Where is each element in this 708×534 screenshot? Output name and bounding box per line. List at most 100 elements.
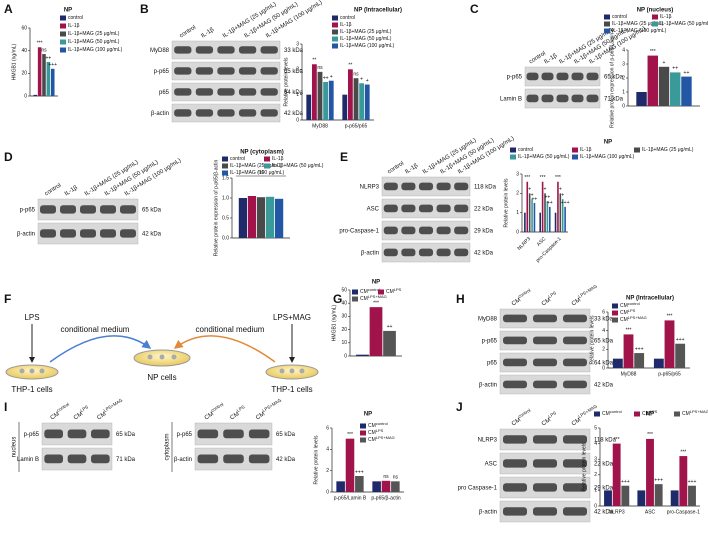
x-tick-label: ASC (536, 236, 548, 248)
legend-sup: LPS+MAG (368, 294, 387, 299)
significance: ++ (532, 196, 538, 202)
legend-name: CM (386, 289, 394, 295)
legend-label: CMLPS+MAG (360, 294, 387, 303)
panel-letter: D (4, 150, 13, 164)
bar (359, 83, 365, 120)
bar (323, 82, 329, 120)
blot-band (223, 429, 244, 439)
blot-band (238, 46, 257, 54)
protein-label: NLRP3 (360, 185, 380, 191)
lane-label: IL-1β (404, 162, 419, 175)
blot-band (503, 483, 527, 492)
blot-band (217, 88, 235, 96)
blot-band (67, 454, 87, 464)
y-axis-label: Relative protein expression of p-p65/β-a… (213, 160, 219, 257)
bar (646, 438, 654, 506)
y-tick-label: 10 (341, 340, 347, 346)
significance: +++ (48, 62, 57, 68)
kda-label: 29 kDa (474, 229, 494, 235)
y-tick-label: 1 (296, 92, 299, 98)
legend-name: IL-1β+MAG (25 μg/mL) (68, 31, 120, 37)
y-tick-label: 40 (341, 301, 347, 307)
bar (274, 198, 284, 238)
legend-label: CMLPS+MAG (368, 435, 395, 444)
blot-band (533, 435, 557, 444)
legend-label: IL-1β (272, 156, 284, 162)
legend-swatch (332, 15, 338, 21)
blot-band (563, 507, 587, 516)
bar (559, 193, 562, 232)
significance: *** (37, 41, 43, 47)
label-text: control (387, 160, 405, 175)
significance: + (330, 74, 333, 80)
legend-label: CMLPS (642, 409, 658, 418)
legend-name: control (518, 147, 533, 153)
protein-label: β-actin (479, 383, 497, 389)
bar (526, 181, 529, 232)
blot-band (556, 72, 569, 81)
legend-swatch (332, 29, 338, 35)
bar (647, 55, 658, 106)
y-tick-label: 1 (622, 89, 625, 95)
blot-band (238, 67, 257, 75)
blot-band (541, 94, 554, 103)
kda-label: 118 kDa (594, 438, 617, 444)
significance: + (561, 192, 564, 198)
protein-label: pro-Caspase-1 (339, 229, 379, 235)
significance: +++ (561, 200, 570, 206)
protein-label: p65 (159, 90, 170, 96)
legend-name: IL-1β+MAG (50 μg/mL) (340, 36, 392, 42)
legend-name: IL-1β+MAG (100 μg/mL) (230, 170, 285, 176)
legend-name: control (612, 14, 627, 20)
y-axis-label: Relative protein levels (581, 442, 587, 491)
chart-title: NP (604, 140, 612, 146)
lane-label: CMLPS+MAG (253, 397, 284, 421)
blot-band (238, 88, 257, 96)
blot-band (260, 109, 278, 117)
bar (311, 64, 317, 120)
blot-band (563, 380, 587, 389)
blot-band (526, 72, 539, 81)
legend-name: IL-1β+MAG (50 μg/mL) (68, 39, 120, 45)
stimulus: LPS+MAG (273, 313, 311, 322)
blot-band (563, 358, 587, 367)
legend-name: IL-1β (580, 147, 592, 153)
panel-letter: A (4, 2, 13, 16)
blot-band (174, 67, 192, 75)
label-sup: LPS (236, 404, 246, 413)
blot-band (195, 46, 214, 54)
significance: +++ (688, 479, 697, 485)
kda-label: 71 kDa (604, 97, 624, 103)
blot-band (260, 46, 278, 54)
legend-sup: LPS (628, 308, 636, 313)
significance: *** (626, 328, 632, 334)
blot-band (586, 94, 599, 103)
bar (548, 206, 551, 232)
y-tick-label: 0 (24, 93, 27, 99)
legend-swatch (60, 23, 66, 29)
legend-name: IL-1β (340, 22, 352, 28)
kda-label: 64 kDa (594, 361, 614, 367)
bar (383, 330, 396, 356)
y-tick-label: 1 (594, 488, 597, 494)
y-tick-label: 4 (594, 441, 597, 447)
protein-label: β-actin (151, 111, 169, 117)
y-tick-label: 3 (296, 41, 299, 47)
blot-band (40, 229, 56, 238)
bar (256, 197, 266, 238)
y-axis-label: Relative protein levels (313, 435, 319, 484)
significance: *** (347, 432, 353, 438)
arrow (49, 335, 152, 363)
bar (612, 443, 621, 506)
legend-name: control (68, 15, 83, 21)
blot-band (91, 454, 110, 464)
legend-name: CM (620, 303, 628, 309)
label-base: CM (541, 297, 552, 307)
y-tick-label: 0 (296, 117, 299, 123)
y-tick-label: 20 (21, 71, 27, 77)
blot-band (100, 205, 116, 214)
blot-band (533, 380, 557, 389)
lane-label: CMcontrol (48, 401, 72, 421)
bar (561, 199, 564, 232)
